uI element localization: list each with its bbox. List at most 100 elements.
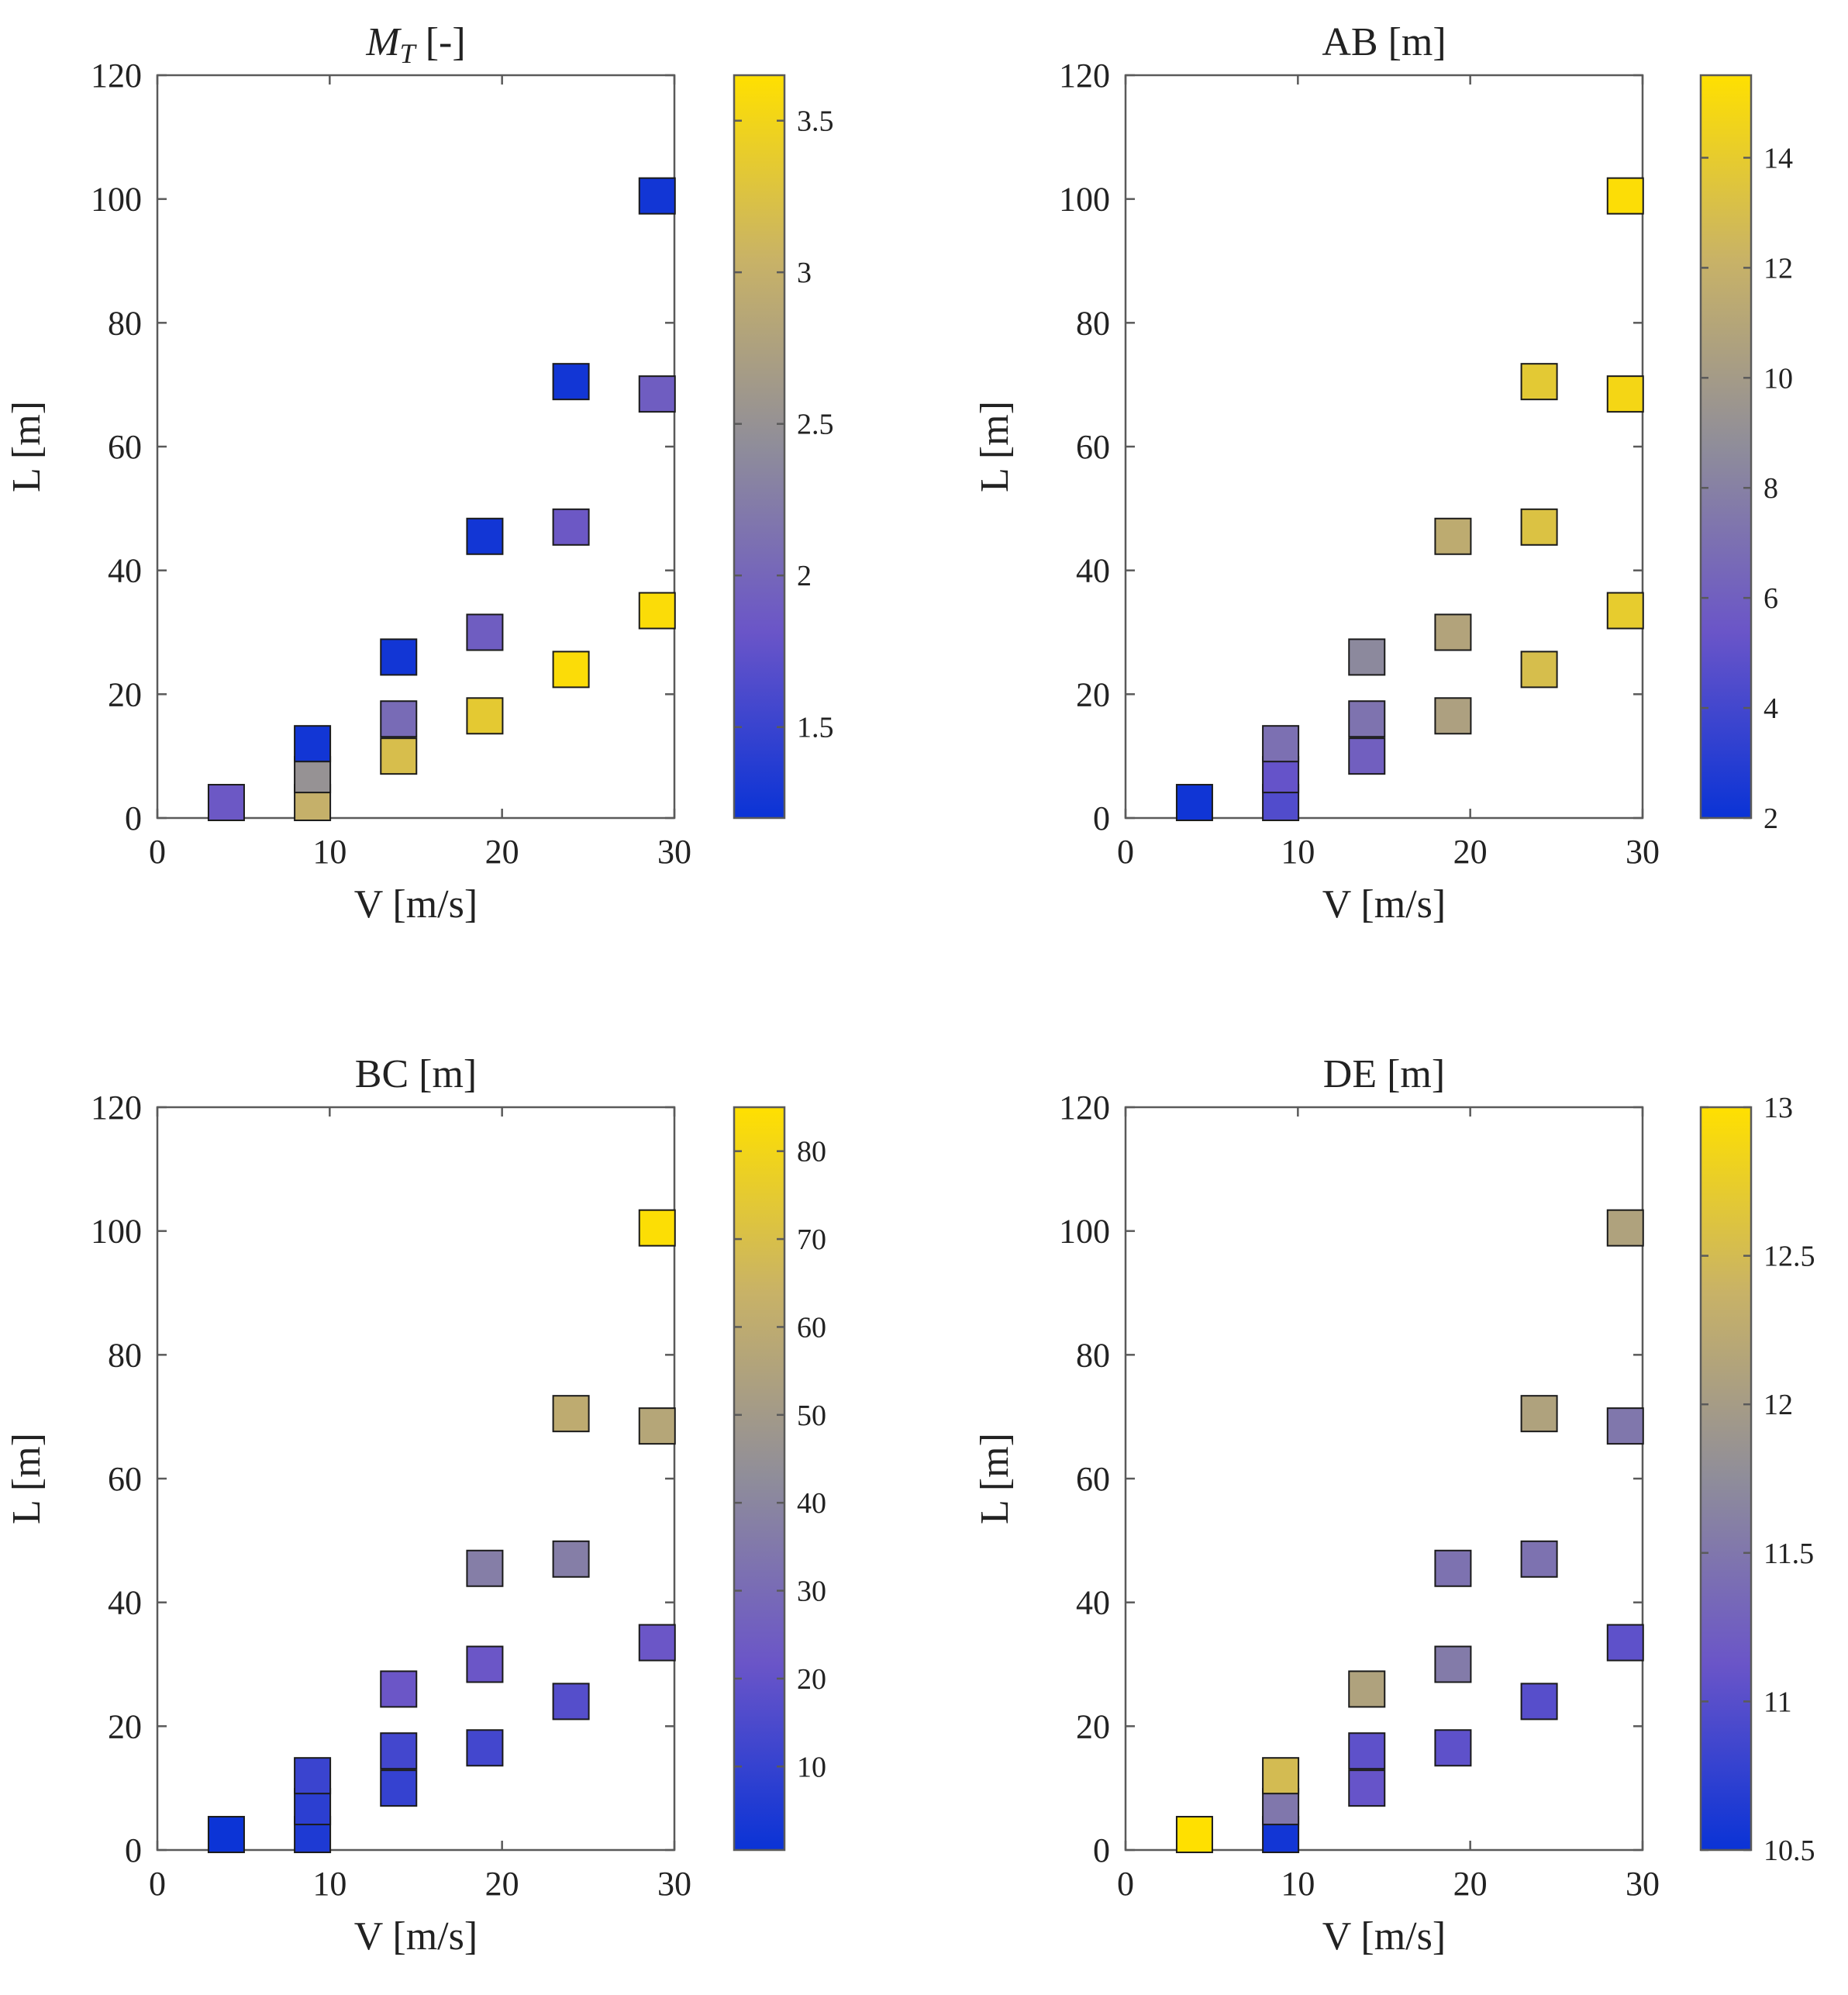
data-point <box>1434 613 1472 651</box>
y-tick-label: 120 <box>1059 57 1110 95</box>
data-point <box>294 1788 332 1826</box>
chart-panel-de: 0 10 20 30 0 20 40 60 80 100 120 V [m/s] L [m] DE [m]… <box>973 1052 1815 1959</box>
colorbar-tick-label: 12.5 <box>1764 1241 1815 1273</box>
colorbar-tick-label: 30 <box>797 1576 826 1608</box>
data-point <box>380 1670 418 1708</box>
data-point <box>1606 177 1644 215</box>
chart-panel-mt: 0 10 20 30 0 20 40 60 80 100 120 V [m/s] L [m] MT [-]… <box>5 20 834 927</box>
data-point <box>1348 1670 1386 1708</box>
x-axis-label: V [m/s] <box>354 882 478 927</box>
data-point <box>1606 1624 1644 1662</box>
y-tick-label: 40 <box>108 1584 142 1622</box>
data-point <box>1434 1729 1472 1767</box>
data-point <box>1606 592 1644 630</box>
data-point <box>466 697 504 735</box>
data-point <box>1520 508 1558 546</box>
data-point <box>380 638 418 676</box>
colorbar-tick-label: 50 <box>797 1400 826 1432</box>
chart-panel-bc: 0 10 20 30 0 20 40 60 80 100 120 V [m/s] L [m] BC [m]… <box>5 1052 826 1959</box>
x-tick-label: 30 <box>1626 833 1660 871</box>
data-point <box>1348 1769 1386 1807</box>
plot-area <box>156 74 676 820</box>
y-tick-label: 120 <box>91 1089 142 1127</box>
x-tick-label: 20 <box>1453 833 1488 871</box>
x-tick-label: 30 <box>657 1865 691 1903</box>
data-point <box>380 737 418 775</box>
plot-area <box>1124 1106 1644 1852</box>
x-tick-label: 20 <box>1453 1865 1488 1903</box>
colorbar <box>733 74 786 820</box>
y-tick-label: 20 <box>1076 675 1110 713</box>
data-point <box>294 1757 332 1795</box>
y-tick-label: 0 <box>1093 1831 1110 1869</box>
data-point <box>1348 700 1386 738</box>
y-tick-label: 0 <box>1093 799 1110 837</box>
y-tick-label: 80 <box>1076 1336 1110 1374</box>
data-point <box>1606 1209 1644 1247</box>
data-point <box>1520 651 1558 689</box>
y-tick-label: 100 <box>1059 1213 1110 1251</box>
y-tick-label: 80 <box>108 1336 142 1374</box>
chart-title: BC [m] <box>355 1052 477 1096</box>
x-tick-label: 0 <box>149 833 166 871</box>
data-point <box>294 756 332 794</box>
data-point <box>380 1769 418 1807</box>
data-point <box>1348 737 1386 775</box>
data-point <box>638 375 676 413</box>
data-point <box>1606 375 1644 413</box>
colorbar-tick-label: 70 <box>797 1224 826 1256</box>
plot-area <box>1124 74 1644 820</box>
colorbar-tick-label: 3 <box>797 257 812 289</box>
colorbar <box>1699 74 1753 820</box>
x-tick-label: 0 <box>1117 833 1134 871</box>
colorbar-tick-label: 6 <box>1764 582 1778 615</box>
colorbar-tick-label: 12 <box>1764 252 1793 285</box>
data-point <box>638 1407 676 1445</box>
colorbar-tick-label: 3.5 <box>797 105 834 138</box>
data-point <box>380 1732 418 1770</box>
data-point <box>1434 517 1472 555</box>
data-point <box>207 1816 245 1854</box>
title-suffix: [-] <box>415 20 466 64</box>
y-axis-label: L [m] <box>973 401 1017 492</box>
y-tick-label: 100 <box>91 181 142 219</box>
y-axis-label: L [m] <box>5 1433 49 1524</box>
title-main: M <box>365 20 402 64</box>
colorbar-tick-label: 10.5 <box>1764 1835 1815 1867</box>
chart-title: AB [m] <box>1322 20 1446 64</box>
data-point <box>1434 697 1472 735</box>
y-tick-label: 80 <box>108 304 142 342</box>
colorbar-tick-label: 8 <box>1764 472 1778 505</box>
y-tick-label: 40 <box>1076 1584 1110 1622</box>
colorbar-tick-label: 13 <box>1764 1092 1793 1124</box>
x-tick-label: 30 <box>1626 1865 1660 1903</box>
x-tick-label: 10 <box>312 833 346 871</box>
y-axis-label: L [m] <box>973 1433 1017 1524</box>
data-point <box>1520 363 1558 401</box>
data-point <box>207 784 245 822</box>
y-tick-label: 100 <box>1059 181 1110 219</box>
data-point <box>466 1549 504 1587</box>
data-point <box>1520 1540 1558 1578</box>
data-point <box>552 508 590 546</box>
y-tick-label: 60 <box>1076 1460 1110 1498</box>
colorbar-tick-label: 11 <box>1764 1686 1792 1718</box>
colorbar-tick-label: 60 <box>797 1311 826 1344</box>
colorbar-tick-label: 12 <box>1764 1389 1793 1421</box>
colorbar-tick-label: 40 <box>797 1487 826 1520</box>
colorbar-tick-label: 80 <box>797 1136 826 1168</box>
x-tick-label: 10 <box>1281 1865 1315 1903</box>
data-point <box>294 725 332 763</box>
colorbar-tick-label: 2 <box>1764 802 1778 835</box>
y-tick-label: 0 <box>125 799 142 837</box>
colorbar-tick-label: 10 <box>1764 362 1793 395</box>
y-tick-label: 20 <box>108 1707 142 1745</box>
data-point <box>1520 1395 1558 1433</box>
chart-title: DE [m] <box>1323 1052 1445 1096</box>
data-point <box>638 177 676 215</box>
y-tick-label: 60 <box>1076 428 1110 466</box>
y-tick-label: 60 <box>108 428 142 466</box>
y-tick-label: 20 <box>108 675 142 713</box>
data-point <box>1348 638 1386 676</box>
data-point <box>638 1209 676 1247</box>
